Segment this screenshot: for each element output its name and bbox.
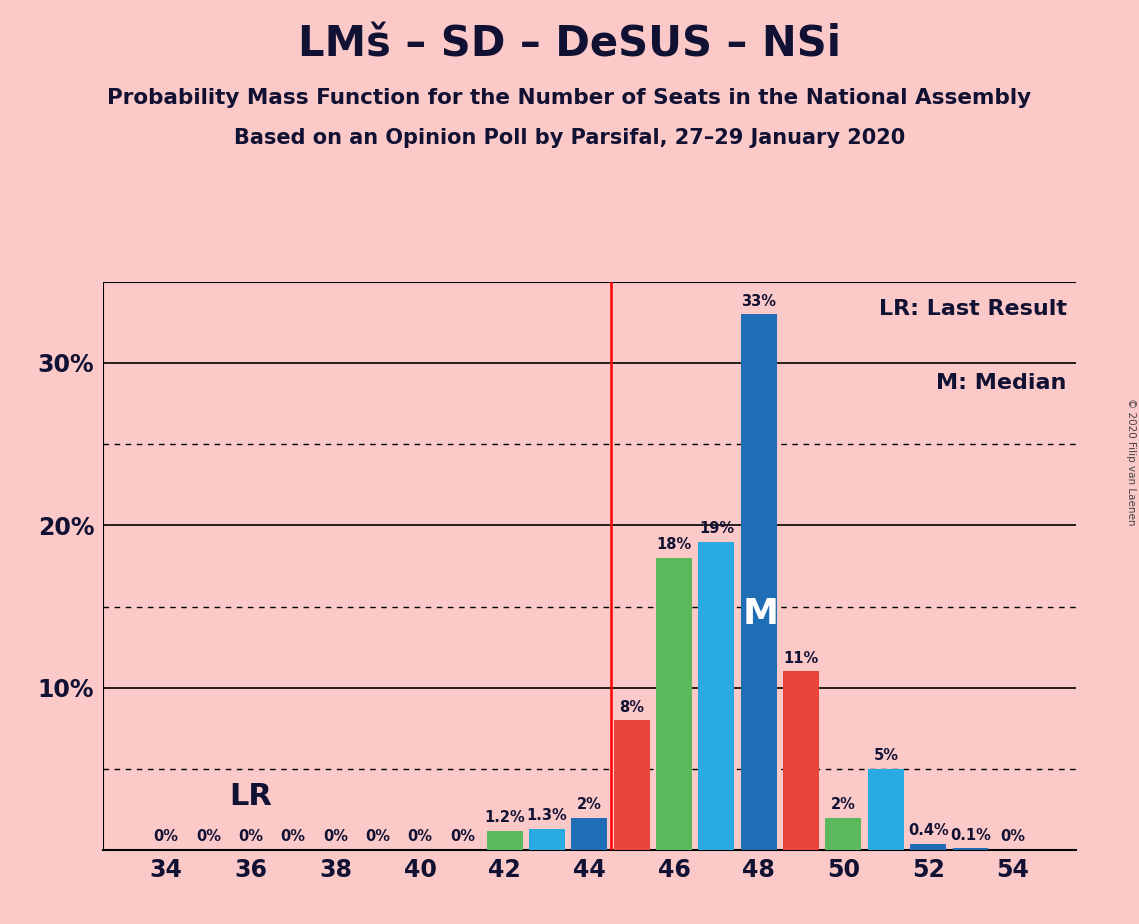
Bar bbox=[910, 844, 947, 850]
Text: 2%: 2% bbox=[831, 796, 855, 812]
Text: 33%: 33% bbox=[741, 294, 777, 309]
Text: Based on an Opinion Poll by Parsifal, 27–29 January 2020: Based on an Opinion Poll by Parsifal, 27… bbox=[233, 128, 906, 148]
Text: 0%: 0% bbox=[322, 830, 347, 845]
Text: 18%: 18% bbox=[656, 537, 691, 553]
Text: 0%: 0% bbox=[366, 830, 391, 845]
Text: LMš – SD – DeSUS – NSi: LMš – SD – DeSUS – NSi bbox=[298, 23, 841, 65]
Text: 0.1%: 0.1% bbox=[950, 828, 991, 843]
Text: 5%: 5% bbox=[874, 748, 899, 763]
Text: LR: Last Result: LR: Last Result bbox=[878, 298, 1066, 319]
Text: 0%: 0% bbox=[238, 830, 263, 845]
Bar bbox=[530, 829, 565, 850]
Bar bbox=[572, 818, 607, 850]
Text: M: M bbox=[743, 597, 779, 631]
Text: Probability Mass Function for the Number of Seats in the National Assembly: Probability Mass Function for the Number… bbox=[107, 88, 1032, 108]
Bar bbox=[486, 831, 523, 850]
Text: 11%: 11% bbox=[784, 650, 819, 666]
Text: 0%: 0% bbox=[154, 830, 179, 845]
Text: 1.2%: 1.2% bbox=[484, 810, 525, 825]
Text: 0%: 0% bbox=[450, 830, 475, 845]
Text: 0%: 0% bbox=[196, 830, 221, 845]
Text: 2%: 2% bbox=[577, 796, 601, 812]
Bar bbox=[784, 672, 819, 850]
Text: 19%: 19% bbox=[699, 521, 734, 536]
Text: 8%: 8% bbox=[620, 699, 645, 714]
Text: 1.3%: 1.3% bbox=[526, 808, 567, 823]
Bar bbox=[826, 818, 861, 850]
Text: LR: LR bbox=[230, 782, 272, 811]
Text: M: Median: M: Median bbox=[936, 372, 1066, 393]
Bar bbox=[868, 769, 904, 850]
Bar bbox=[740, 314, 777, 850]
Text: © 2020 Filip van Laenen: © 2020 Filip van Laenen bbox=[1126, 398, 1136, 526]
Text: 0%: 0% bbox=[1000, 830, 1025, 845]
Text: 0%: 0% bbox=[280, 830, 305, 845]
Text: 0%: 0% bbox=[408, 830, 433, 845]
Bar bbox=[698, 541, 735, 850]
Bar bbox=[614, 720, 649, 850]
Bar bbox=[952, 848, 989, 850]
Bar bbox=[656, 558, 693, 850]
Text: 0.4%: 0.4% bbox=[908, 823, 949, 838]
